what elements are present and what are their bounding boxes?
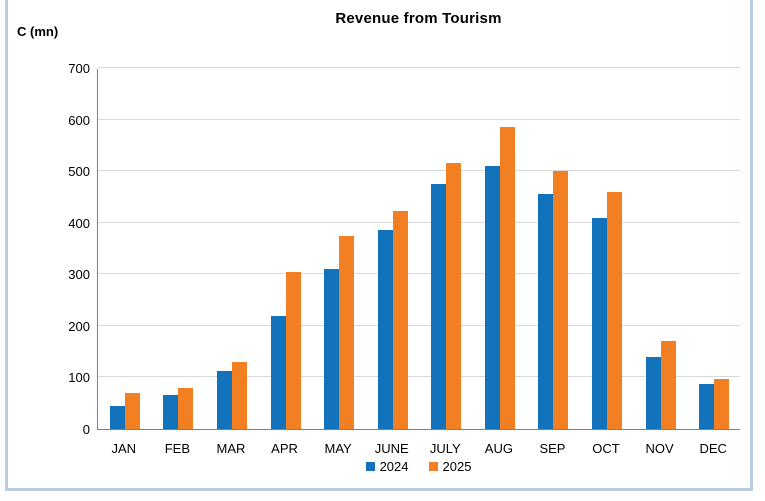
bar-2025-jan [124,392,140,429]
bar-2025-aug [499,127,515,429]
bar-group-july [420,69,474,429]
bar-group-feb [152,69,206,429]
bar-2025-july [446,163,462,429]
bar-2024-oct [592,217,608,429]
plot-area [97,67,741,430]
bar-2024-apr [270,315,286,429]
bar-group-june [366,69,420,429]
y-tick-label: 300 [68,267,90,283]
bar-2024-june [377,230,393,429]
bar-group-aug [473,69,527,429]
legend-swatch-2024 [365,462,375,471]
legend-label: 2024 [379,459,409,474]
gridline [98,67,740,68]
gridline [98,118,740,120]
bar-2024-may [324,269,340,429]
bar-group-sep [527,69,581,429]
legend-item-2025: 2025 [428,459,472,474]
y-tick-label: 700 [68,61,90,76]
gridline [98,376,740,378]
chart-title: Revenue from Tourism [335,10,502,27]
legend: 2024 2025 [97,459,740,474]
x-tick-label: JUNE [374,441,409,456]
bar-group-jan [98,69,152,429]
bar-2025-dec [714,378,730,429]
y-tick-label: 100 [68,370,90,386]
bar-2025-mar [231,361,247,429]
x-tick-label: DEC [699,441,727,456]
gridline [98,221,740,223]
gridline [98,273,740,275]
y-tick-label: 500 [68,164,90,180]
bar-2025-may [339,235,355,429]
y-tick-label: 400 [68,215,90,231]
bar-group-mar [205,69,259,429]
x-tick-label: OCT [592,441,620,456]
bar-2024-jan [109,405,125,429]
bar-group-dec [687,69,741,429]
gridline [98,170,740,172]
bar-group-oct [580,69,634,429]
bar-2025-nov [660,341,676,429]
bar-2025-feb [178,387,194,429]
bar-2025-june [392,211,408,429]
x-tick-label: NOV [645,441,674,456]
bar-2024-feb [163,395,179,429]
y-tick-label: 600 [68,112,90,128]
bar-2025-sep [553,171,569,429]
x-tick-label: JAN [111,441,137,456]
y-tick-label: 0 [82,422,90,437]
x-tick-label: MAY [324,441,352,456]
bar-2025-oct [607,191,623,429]
x-tick-label: APR [271,441,298,456]
x-tick-label: FEB [164,441,191,456]
bar-2024-aug [484,166,500,429]
gridline [98,324,740,326]
x-tick-label: MAR [216,441,246,456]
bar-2024-july [431,184,447,429]
bar-group-may [312,69,366,429]
bar-2025-apr [285,271,301,429]
bar-2024-nov [645,356,661,429]
x-tick-label: JULY [429,441,461,456]
legend-item-2024: 2024 [365,459,409,474]
y-axis-title: C (mn) [17,24,59,39]
legend-swatch-2025 [428,462,438,471]
bar-2024-dec [699,384,715,429]
bar-2024-sep [538,194,554,429]
x-tick-label: AUG [484,441,513,456]
legend-label: 2025 [442,459,472,474]
bar-group-apr [259,69,313,429]
y-tick-label: 200 [68,318,90,334]
bar-group-nov [634,69,688,429]
bar-2024-mar [216,370,232,429]
x-tick-label: SEP [539,441,566,456]
